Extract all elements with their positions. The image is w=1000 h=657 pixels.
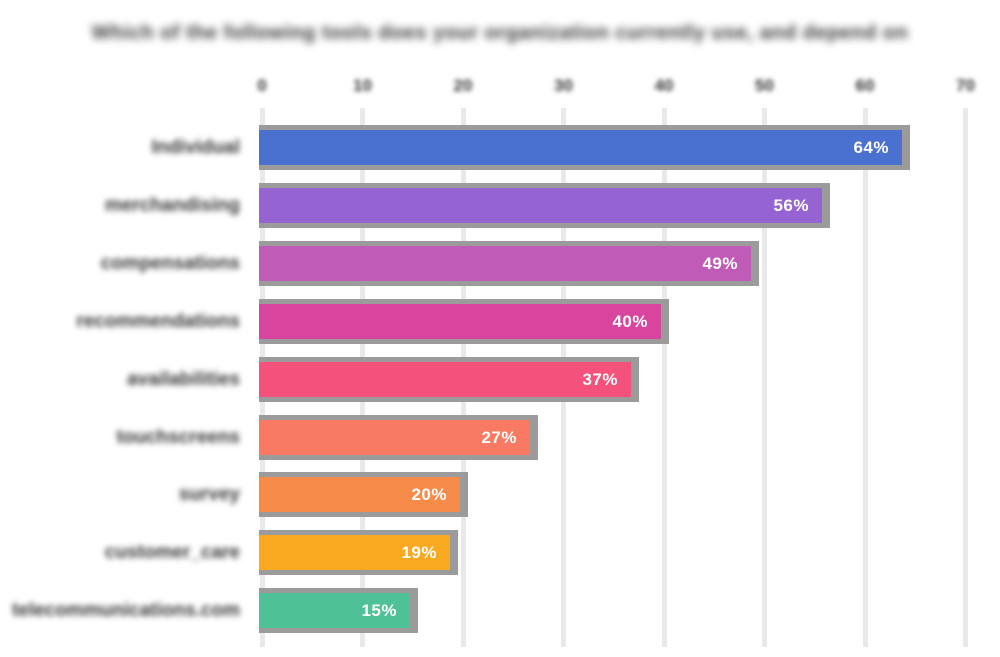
bar: 15% <box>259 593 410 628</box>
bar-value-label: 56% <box>773 195 809 215</box>
bar-value-label: 40% <box>612 311 648 331</box>
bar-value-label: 49% <box>702 253 738 273</box>
bar: 40% <box>259 304 661 339</box>
category-label: customer_care <box>104 541 240 563</box>
bar: 20% <box>259 477 460 512</box>
bar-value-label: 27% <box>481 427 517 447</box>
bar: 27% <box>259 420 530 455</box>
bar-value-label: 19% <box>401 542 437 562</box>
x-tick-label: 30 <box>554 76 573 95</box>
category-label: merchandising <box>104 194 240 216</box>
x-tick-label: 60 <box>855 76 875 95</box>
bar-value-label: 20% <box>411 484 447 504</box>
category-label: Individual <box>151 136 240 158</box>
x-tick-label: 50 <box>755 76 774 95</box>
category-label: recommendations <box>76 310 240 332</box>
category-label: survey <box>178 483 240 505</box>
chart-title: Which of the following tools does your o… <box>91 22 909 44</box>
category-label: availabilities <box>126 368 240 390</box>
bar: 37% <box>259 362 631 397</box>
gridline <box>661 108 667 647</box>
bar: 19% <box>259 535 450 570</box>
bar: 56% <box>259 188 822 223</box>
x-tick-label: 40 <box>654 76 674 95</box>
category-label: touchscreens <box>116 426 240 448</box>
x-tick-label: 10 <box>353 76 372 95</box>
gridline <box>963 108 968 647</box>
bar-value-label: 64% <box>853 137 889 157</box>
bar: 64% <box>259 130 902 165</box>
category-label: telecommunications.com <box>11 599 240 621</box>
bar-value-label: 15% <box>361 600 397 620</box>
bar-value-label: 37% <box>582 369 618 389</box>
bar: 49% <box>259 246 751 281</box>
gridline <box>862 108 868 647</box>
gridline <box>762 108 767 647</box>
x-tick-label: 70 <box>956 76 975 95</box>
x-tick-label: 20 <box>453 76 473 95</box>
category-label: compensations <box>100 252 240 274</box>
x-tick-label: 0 <box>257 76 267 95</box>
